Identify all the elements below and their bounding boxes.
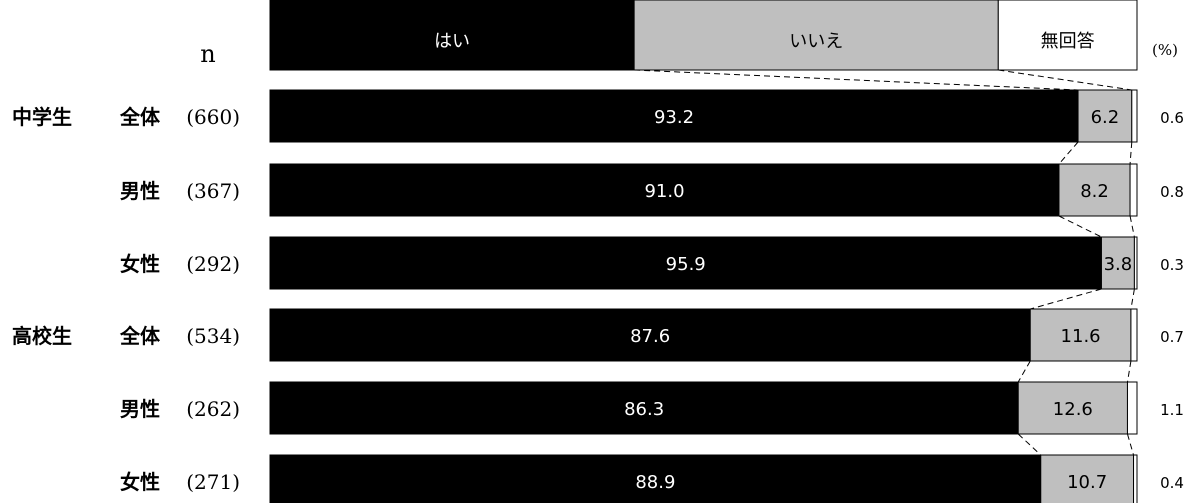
value-label-r1-s2: 0.8: [1160, 183, 1184, 201]
connector-r2-a: [1058, 215, 1102, 238]
bar-segment-r2-s2: [1133, 236, 1138, 290]
row-label-0: 全体: [119, 105, 161, 129]
row-label-2: 女性: [120, 252, 160, 276]
connector-r0-a: [634, 69, 1079, 91]
legend-label-0: はい: [434, 31, 470, 52]
value-label-r0-s2: 0.6: [1160, 109, 1184, 127]
row-group-label-3: 高校生: [12, 324, 72, 348]
row-n-5: (271): [186, 470, 240, 494]
value-label-r4-s1: 12.6: [1053, 399, 1093, 420]
legend-box-2: [997, 0, 1138, 71]
connector-r4-b: [1126, 360, 1132, 383]
legend-box-1: [633, 0, 999, 71]
bar-segment-r5-s0: [269, 454, 1042, 503]
value-label-r2-s0: 95.9: [666, 254, 706, 275]
row-n-1: (367): [186, 179, 240, 203]
value-label-r1-s1: 8.2: [1080, 181, 1109, 202]
bar-segment-r3-s2: [1130, 308, 1138, 362]
bar-segment-r0-s1: [1077, 89, 1133, 143]
value-label-r4-s2: 1.1: [1160, 401, 1184, 419]
row-group-label-0: 中学生: [12, 105, 72, 129]
value-label-r5-s1: 10.7: [1067, 472, 1107, 493]
connector-r4-a: [1017, 360, 1031, 383]
bar-segment-r4-s1: [1017, 381, 1128, 435]
bar-segment-r1-s2: [1129, 163, 1138, 217]
bar-segment-r1-s0: [269, 163, 1060, 217]
row-n-2: (292): [186, 252, 240, 276]
connector-r3-b: [1130, 288, 1135, 310]
bar-segment-r4-s0: [269, 381, 1019, 435]
value-label-r3-s2: 0.7: [1160, 328, 1184, 346]
bar-segment-r0-s2: [1131, 89, 1138, 143]
value-label-r0-s0: 93.2: [654, 107, 694, 128]
bar-segment-r3-s1: [1029, 308, 1132, 362]
legend-box-0: [269, 0, 635, 71]
legend-label-2: 無回答: [1041, 31, 1095, 52]
connector-r5-a: [1017, 433, 1042, 456]
value-label-r5-s0: 88.9: [635, 472, 675, 493]
row-label-5: 女性: [120, 470, 160, 494]
value-label-r5-s2: 0.4: [1160, 474, 1184, 492]
connector-r0-b: [998, 69, 1132, 91]
legend-label-1: いいえ: [789, 31, 843, 52]
unit-label: (%): [1152, 41, 1178, 59]
bar-segment-r5-s1: [1040, 454, 1135, 503]
connector-r3-a: [1030, 288, 1102, 310]
bar-segment-r5-s2: [1133, 454, 1138, 503]
bar-segment-r3-s0: [269, 308, 1031, 362]
bar-segment-r1-s1: [1058, 163, 1131, 217]
value-label-r2-s2: 0.3: [1160, 256, 1184, 274]
value-label-r4-s0: 86.3: [624, 399, 664, 420]
connector-r5-b: [1126, 433, 1135, 456]
row-label-4: 男性: [120, 397, 160, 421]
bar-segment-r4-s2: [1126, 381, 1138, 435]
row-n-3: (534): [186, 324, 240, 348]
connector-r1-b: [1129, 141, 1133, 165]
connector-r1-a: [1058, 141, 1079, 165]
n-header: n: [200, 40, 215, 68]
value-label-r3-s0: 87.6: [630, 326, 670, 347]
value-label-r0-s1: 6.2: [1091, 107, 1120, 128]
row-label-3: 全体: [119, 324, 161, 348]
connector-r2-b: [1129, 215, 1135, 238]
value-label-r3-s1: 11.6: [1061, 326, 1101, 347]
row-label-1: 男性: [120, 179, 160, 203]
row-n-0: (660): [186, 105, 240, 129]
row-n-4: (262): [186, 397, 240, 421]
value-label-r1-s0: 91.0: [644, 181, 684, 202]
bar-segment-r0-s0: [269, 89, 1079, 143]
value-label-r2-s1: 3.8: [1104, 254, 1133, 275]
